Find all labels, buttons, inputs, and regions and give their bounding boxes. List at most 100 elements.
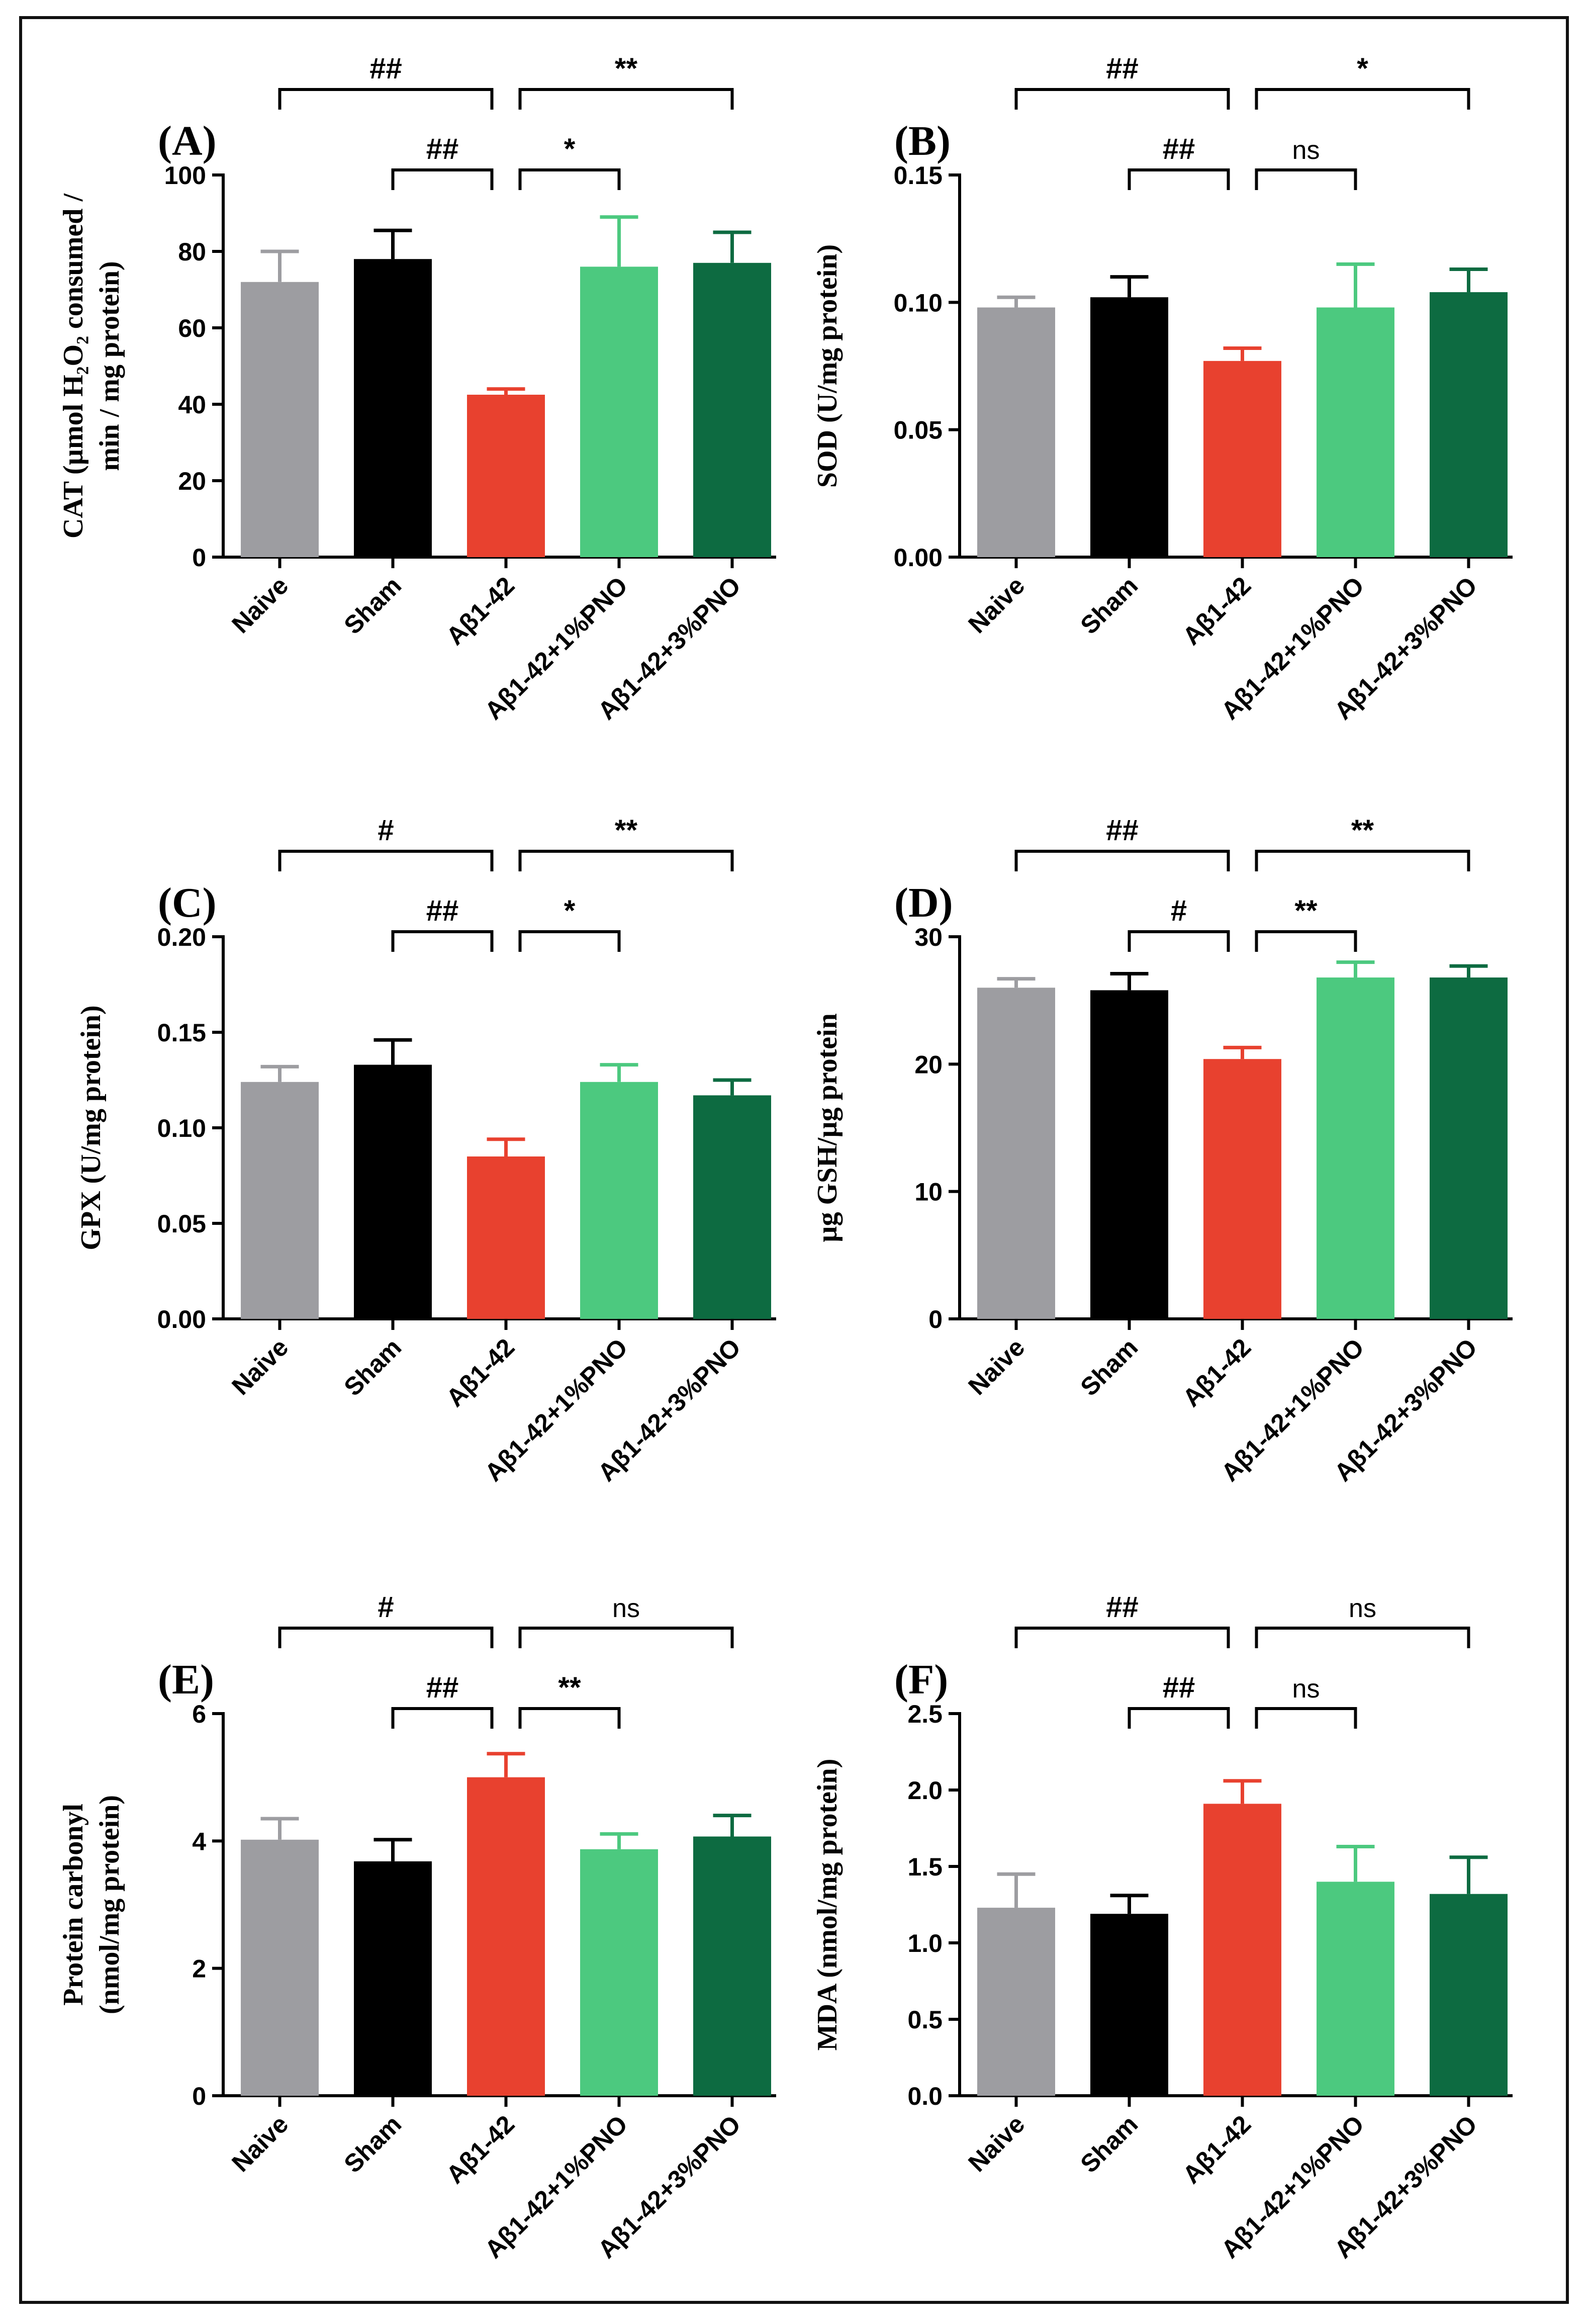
x-tick-label: Aβ1-42 xyxy=(1177,571,1256,650)
y-axis-label: MDA (nmol/mg protein) xyxy=(812,1759,843,2051)
x-tick-label: Sham xyxy=(1075,1333,1143,1401)
y-tick-label: 10 xyxy=(914,1178,943,1206)
chart-panel-b: (B) SOD (U/mg protein) 0.00 0.05 0.10 0.15 Nai… xyxy=(759,19,1513,773)
y-axis-label: µg GSH/µg protein xyxy=(812,1013,843,1242)
significance-label: ## xyxy=(1163,133,1195,165)
y-tick-label: 0.00 xyxy=(157,1305,206,1333)
bar-abeta xyxy=(467,1777,545,2096)
panel-label: (C) xyxy=(158,879,217,926)
significance-bracket xyxy=(391,168,494,190)
significance-label: # xyxy=(1171,895,1187,927)
significance-bracket xyxy=(391,1707,494,1729)
x-tick-label: Sham xyxy=(1075,571,1143,640)
bar-abeta xyxy=(1203,361,1281,557)
bar-naive xyxy=(977,307,1055,557)
bar-sham xyxy=(1090,297,1168,557)
significance-label: * xyxy=(564,133,576,165)
bar-sham xyxy=(1090,990,1168,1319)
bar-naive xyxy=(241,282,319,557)
significance-label: ns xyxy=(1292,1674,1320,1704)
significance-bracket xyxy=(278,1627,494,1648)
bar-pno3 xyxy=(1430,1894,1508,2096)
significance-label: ## xyxy=(1106,814,1139,847)
significance-label: ns xyxy=(612,1594,640,1623)
bar-sham xyxy=(354,259,432,557)
significance-bracket xyxy=(391,930,494,952)
bar-abeta xyxy=(1203,1804,1281,2096)
panel-label: (F) xyxy=(894,1656,948,1703)
significance-label: ## xyxy=(1163,1671,1195,1704)
bar-abeta xyxy=(467,1156,545,1319)
y-tick-label: 80 xyxy=(178,238,206,266)
significance-label: ** xyxy=(1351,814,1374,847)
significance-bracket xyxy=(518,1627,734,1648)
chart-panel-a: (A) CAT (µmol H₂O₂ consumed / min / mg pro… xyxy=(22,19,776,773)
y-tick-label: 0 xyxy=(192,2082,206,2110)
x-tick-label: Aβ1-42 xyxy=(441,571,520,650)
x-tick-label: Naive xyxy=(963,1333,1030,1400)
significance-label: ns xyxy=(1292,136,1320,165)
y-tick-label: 1.0 xyxy=(907,1929,943,1957)
bar-chart-svg: (E) Protein carbonyl (nmol/mg protein) 0 2 4 6… xyxy=(58,1591,776,2264)
significance-bracket xyxy=(518,850,734,871)
y-tick-label: 4 xyxy=(192,1827,206,1855)
y-tick-label: 0.15 xyxy=(894,161,943,190)
significance-bracket xyxy=(518,168,621,190)
bar-pno3 xyxy=(1430,292,1508,557)
y-axis-label: min / mg protein) xyxy=(94,261,125,471)
y-tick-label: 1.5 xyxy=(907,1853,943,1881)
significance-label: ns xyxy=(1349,1594,1376,1623)
y-tick-label: 0.20 xyxy=(157,923,206,951)
x-tick-label: Sham xyxy=(338,2110,407,2178)
bar-abeta xyxy=(1203,1059,1281,1319)
bar-sham xyxy=(354,1064,432,1319)
chart-panel-c: (C) GPX (U/mg protein) 0.00 0.05 0.10 0.15 0.2… xyxy=(22,781,776,1535)
y-tick-label: 0.10 xyxy=(157,1114,206,1142)
y-axis-label: Protein carbonyl xyxy=(58,1804,89,2006)
x-tick-label: Aβ1-42 xyxy=(441,2110,520,2189)
bar-chart-svg: (D) µg GSH/µg protein 0 10 20 30 Naive Sham Aβ1-… xyxy=(812,814,1513,1487)
bar-pno3 xyxy=(693,1095,771,1319)
bar-naive xyxy=(977,988,1055,1319)
significance-label: # xyxy=(378,814,394,847)
x-tick-label: Sham xyxy=(338,571,407,640)
significance-label: ## xyxy=(426,133,459,165)
significance-bracket xyxy=(1014,1627,1230,1648)
y-axis-label: (nmol/mg protein) xyxy=(94,1795,125,2014)
bar-naive xyxy=(241,1082,319,1319)
significance-bracket xyxy=(1128,168,1230,190)
y-tick-label: 0 xyxy=(928,1305,943,1333)
bar-sham xyxy=(1090,1914,1168,2096)
y-axis-label: SOD (U/mg protein) xyxy=(812,244,843,488)
chart-panel-e: (E) Protein carbonyl (nmol/mg protein) 0 2 4 6… xyxy=(22,1558,776,2312)
bar-pno1 xyxy=(580,1082,658,1319)
significance-bracket xyxy=(1128,930,1230,952)
x-tick-label: Naive xyxy=(963,571,1030,639)
significance-label: * xyxy=(1357,52,1368,85)
y-tick-label: 40 xyxy=(178,391,206,419)
x-tick-label: Sham xyxy=(338,1333,407,1401)
bar-abeta xyxy=(467,395,545,557)
panel-label: (B) xyxy=(894,118,951,164)
y-tick-label: 20 xyxy=(178,467,206,495)
panel-label: (E) xyxy=(158,1656,214,1703)
y-tick-label: 0.10 xyxy=(894,289,943,317)
bar-pno3 xyxy=(1430,977,1508,1319)
bar-naive xyxy=(241,1839,319,2096)
significance-bracket xyxy=(518,930,621,952)
significance-label: ## xyxy=(1106,52,1139,85)
y-tick-label: 0.05 xyxy=(894,416,943,444)
y-tick-label: 0.00 xyxy=(894,544,943,572)
y-tick-label: 6 xyxy=(192,1700,206,1728)
y-tick-label: 20 xyxy=(914,1050,943,1079)
significance-bracket xyxy=(518,1707,621,1729)
bar-naive xyxy=(977,1908,1055,2096)
panel-label: (A) xyxy=(158,118,217,164)
y-tick-label: 0.05 xyxy=(157,1210,206,1238)
y-tick-label: 0.15 xyxy=(157,1019,206,1047)
y-tick-label: 100 xyxy=(164,161,206,190)
bar-chart-svg: (B) SOD (U/mg protein) 0.00 0.05 0.10 0.15 Nai… xyxy=(812,52,1513,725)
significance-bracket xyxy=(1255,850,1470,871)
figure-frame: (A) CAT (µmol H₂O₂ consumed / min / mg pro… xyxy=(19,16,1569,2304)
y-tick-label: 2 xyxy=(192,1955,206,1983)
